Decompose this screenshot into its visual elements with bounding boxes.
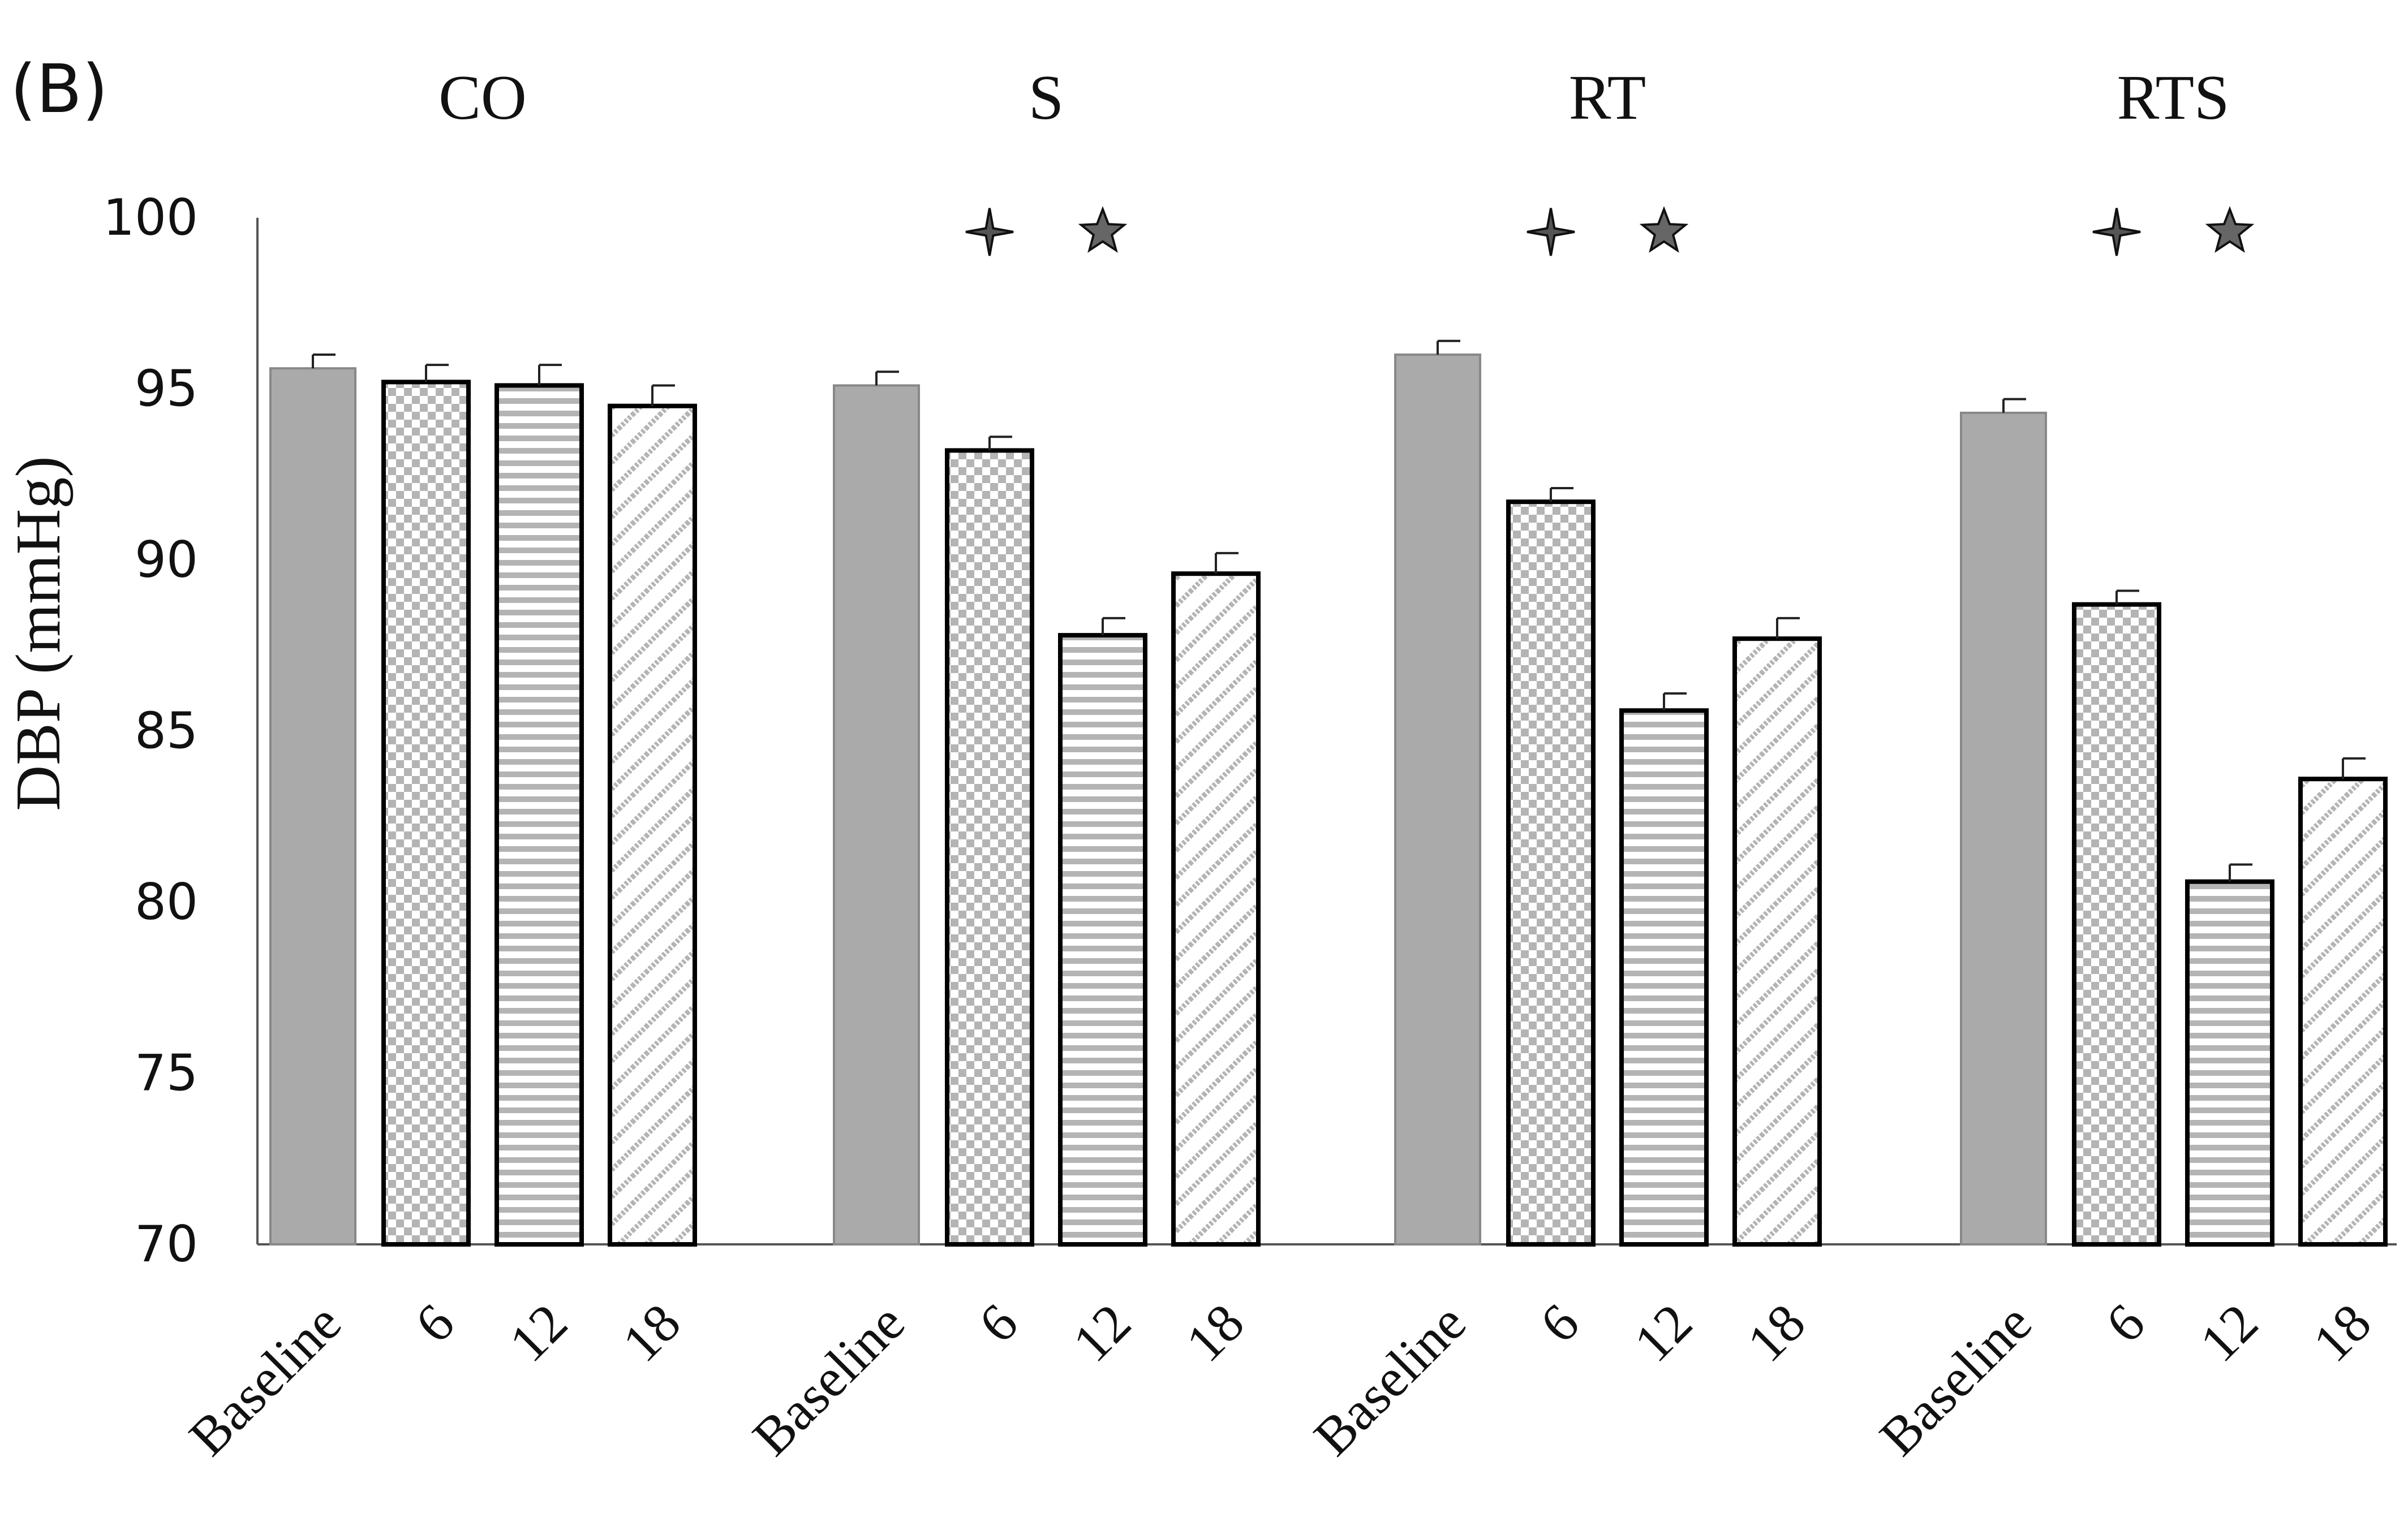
x-tick-label: 18 [1735,1292,1817,1373]
x-tick-label: Baseline [1302,1292,1477,1467]
bar-rts-baseline [1960,411,2047,1245]
x-tick-label: 6 [967,1292,1029,1354]
y-tick-label: 75 [135,1044,198,1102]
x-tick-label: 12 [1622,1292,1704,1373]
y-tick-label: 85 [135,702,198,760]
x-tick-label: 18 [610,1292,692,1373]
bar-co-18 [608,403,697,1247]
axes: 70 75 80 85 90 95 100 [103,188,2397,1273]
cross-star-marker [2092,208,2141,256]
bar-co-6 [381,380,471,1247]
bar-rt-6 [1506,499,1596,1247]
x-tick-label: 18 [1174,1292,1255,1373]
star-marker [1639,206,1689,253]
x-tick-label: 6 [403,1292,466,1354]
bar-rts-12 [2185,879,2274,1247]
bar-co-12 [494,383,584,1247]
panel-label: (B) [10,50,108,128]
x-tick-labels: Baseline 6 12 18 Baseline 6 12 18 Baseline 6 12 18 B… [177,1292,2382,1467]
x-tick-label: 12 [2188,1292,2269,1373]
x-tick-label: 12 [1061,1292,1142,1373]
significance-markers [965,206,2255,256]
y-tick-label: 70 [135,1215,198,1273]
x-tick-label: 6 [2094,1292,2156,1354]
star-marker [1078,206,1128,253]
bar-s-18 [1171,571,1261,1247]
bar-rt-12 [1619,708,1709,1247]
group-title-rt: RT [1569,63,1646,133]
bar-s-12 [1058,633,1147,1247]
x-tick-label: 18 [2301,1292,2383,1373]
y-tick-label: 95 [135,360,198,418]
x-tick-label: Baseline [177,1292,352,1467]
group-title-rts: RTS [2117,63,2230,133]
y-axis-label: DBP (mmHg) [3,456,74,811]
y-tick-label: 90 [135,531,198,589]
bar-co-baseline [269,367,356,1246]
group-title-s: S [1029,63,1064,133]
group-titles: CO S RT RTS [438,63,2229,133]
bar-rt-baseline [1394,354,1481,1245]
cross-star-marker [965,208,1014,256]
cross-star-marker [1526,208,1575,256]
star-marker [2205,206,2255,253]
bar-rt-18 [1732,636,1822,1247]
bar-s-baseline [833,384,920,1246]
x-tick-label: 6 [1528,1292,1590,1354]
group-title-co: CO [438,63,527,133]
bar-s-6 [945,448,1034,1247]
y-tick-label: 100 [103,188,198,247]
x-tick-label: Baseline [1868,1292,2042,1467]
bar-rts-18 [2298,777,2388,1247]
y-tick-label: 80 [135,873,198,931]
x-tick-label: 12 [497,1292,579,1373]
bar-rts-6 [2072,602,2161,1247]
x-tick-label: Baseline [741,1292,915,1467]
bars [269,339,2388,1247]
